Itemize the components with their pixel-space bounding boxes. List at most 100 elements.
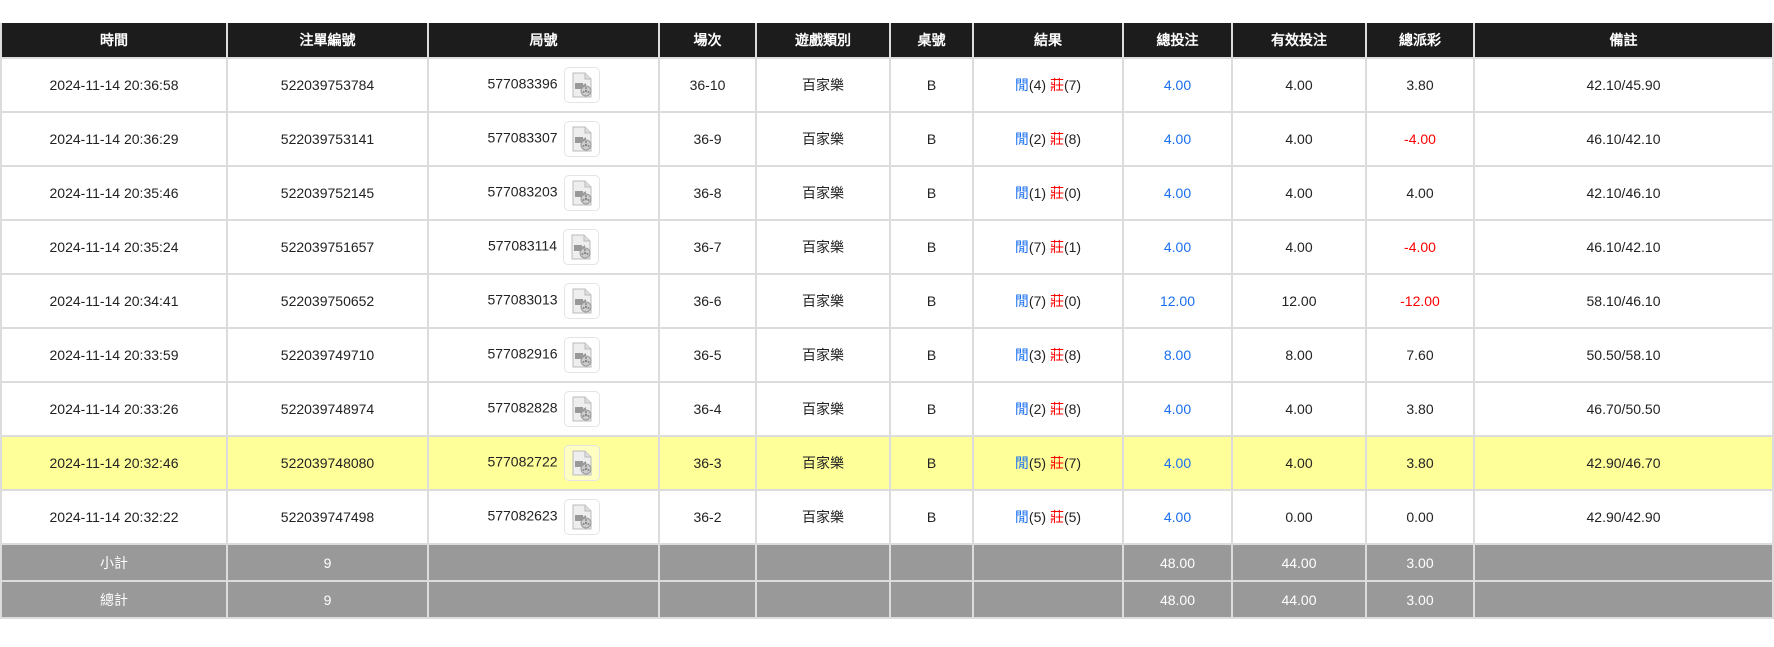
banker-score: (0) [1063, 293, 1082, 309]
column-header-payout: 總派彩 [1365, 23, 1475, 59]
empty-cell [427, 580, 660, 619]
shoe: 36-9 [658, 111, 757, 167]
total-bet: 4.00 [1122, 111, 1233, 167]
result: 閒(1) 莊(0) [972, 165, 1124, 221]
table-no: B [889, 381, 974, 437]
result: 閒(2) 莊(8) [972, 111, 1124, 167]
table-row: 2024-11-14 20:32:22 522039747498 577082623… [0, 489, 1774, 545]
round-cell: 577083396 [427, 57, 660, 113]
footer-count: 9 [226, 543, 429, 582]
table-no: B [889, 273, 974, 329]
video-replay-icon[interactable] [563, 337, 600, 373]
note: 58.10/46.10 [1473, 273, 1774, 329]
player-label: 閒 [1014, 401, 1029, 417]
column-header-table-no: 桌號 [889, 23, 974, 59]
payout: 3.80 [1365, 435, 1475, 491]
video-replay-icon[interactable] [563, 283, 600, 319]
column-header-total-bet: 總投注 [1122, 23, 1233, 59]
total-bet: 4.00 [1122, 219, 1233, 275]
total-bet: 4.00 [1122, 165, 1233, 221]
bet-id: 522039753141 [226, 111, 429, 167]
player-label: 閒 [1014, 77, 1029, 93]
column-header-game-type: 遊戲類別 [755, 23, 891, 59]
valid-bet: 12.00 [1231, 273, 1367, 329]
shoe: 36-10 [658, 57, 757, 113]
game-type: 百家樂 [755, 489, 891, 545]
banker-score: (5) [1063, 509, 1082, 525]
player-score: (3) [1028, 347, 1047, 363]
video-replay-icon[interactable] [563, 445, 600, 481]
banker-label: 莊 [1049, 293, 1064, 309]
payout: -12.00 [1365, 273, 1475, 329]
banker-score: (7) [1063, 455, 1082, 471]
note: 42.10/46.10 [1473, 165, 1774, 221]
banker-label: 莊 [1049, 509, 1064, 525]
player-label: 閒 [1014, 131, 1029, 147]
subtotal-row: 小計 9 48.00 44.00 3.00 [0, 543, 1774, 582]
bet-time: 2024-11-14 20:36:58 [0, 57, 228, 113]
banker-label: 莊 [1049, 239, 1064, 255]
bet-records-table: 時間 注單編號 局號 場次 遊戲類別 桌號 結果 總投注 有效投注 總派彩 備註 2024-11-1… [0, 23, 1774, 619]
video-replay-icon[interactable] [563, 391, 600, 427]
round-cell: 577082722 [427, 435, 660, 491]
player-label: 閒 [1014, 293, 1029, 309]
banker-score: (8) [1063, 401, 1082, 417]
column-header-note: 備註 [1473, 23, 1774, 59]
payout: 7.60 [1365, 327, 1475, 383]
round-id: 577082828 [487, 399, 558, 416]
banker-label: 莊 [1049, 185, 1064, 201]
round-cell: 577083203 [427, 165, 660, 221]
bet-id: 522039749710 [226, 327, 429, 383]
result: 閒(4) 莊(7) [972, 57, 1124, 113]
table-no: B [889, 489, 974, 545]
game-type: 百家樂 [755, 273, 891, 329]
player-score: (5) [1028, 509, 1047, 525]
bet-id: 522039747498 [226, 489, 429, 545]
note: 46.10/42.10 [1473, 219, 1774, 275]
game-type: 百家樂 [755, 435, 891, 491]
round-id: 577082722 [487, 453, 558, 470]
footer-label: 總計 [0, 580, 228, 619]
player-score: (2) [1028, 401, 1047, 417]
empty-cell [755, 580, 891, 619]
table-row: 2024-11-14 20:34:41 522039750652 577083013… [0, 273, 1774, 329]
video-replay-icon[interactable] [563, 499, 600, 535]
table-no: B [889, 57, 974, 113]
table-row: 2024-11-14 20:35:24 522039751657 577083114… [0, 219, 1774, 275]
bet-id: 522039748080 [226, 435, 429, 491]
bet-time: 2024-11-14 20:34:41 [0, 273, 228, 329]
game-type: 百家樂 [755, 111, 891, 167]
video-replay-icon[interactable] [563, 175, 600, 211]
footer-payout: 3.00 [1365, 543, 1475, 582]
round-cell: 577083013 [427, 273, 660, 329]
table-no: B [889, 435, 974, 491]
column-header-round: 局號 [427, 23, 660, 59]
bet-time: 2024-11-14 20:36:29 [0, 111, 228, 167]
table-no: B [889, 219, 974, 275]
shoe: 36-4 [658, 381, 757, 437]
player-label: 閒 [1014, 455, 1029, 471]
player-score: (5) [1028, 455, 1047, 471]
round-cell: 577082828 [427, 381, 660, 437]
round-cell: 577082623 [427, 489, 660, 545]
round-id: 577083396 [487, 75, 558, 92]
total-bet: 12.00 [1122, 273, 1233, 329]
bet-id: 522039752145 [226, 165, 429, 221]
player-score: (1) [1028, 185, 1047, 201]
empty-cell [972, 543, 1124, 582]
empty-cell [755, 543, 891, 582]
video-replay-icon[interactable] [563, 67, 600, 103]
payout: -4.00 [1365, 111, 1475, 167]
bet-id: 522039748974 [226, 381, 429, 437]
valid-bet: 4.00 [1231, 219, 1367, 275]
valid-bet: 8.00 [1231, 327, 1367, 383]
shoe: 36-6 [658, 273, 757, 329]
video-replay-icon[interactable] [563, 229, 600, 265]
empty-cell [658, 543, 757, 582]
table-row: 2024-11-14 20:33:26 522039748974 577082828… [0, 381, 1774, 437]
valid-bet: 4.00 [1231, 111, 1367, 167]
note: 50.50/58.10 [1473, 327, 1774, 383]
player-score: (4) [1028, 77, 1047, 93]
round-cell: 577082916 [427, 327, 660, 383]
video-replay-icon[interactable] [563, 121, 600, 157]
